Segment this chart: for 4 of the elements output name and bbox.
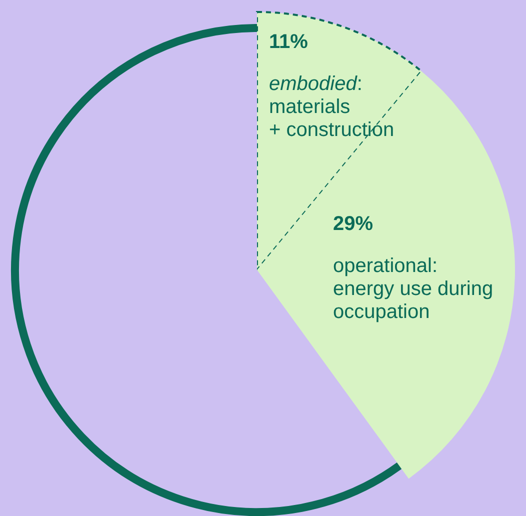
slice-label: operational: energy use during occupation xyxy=(333,255,494,323)
slice-label: embodied: materials + construction xyxy=(269,73,394,141)
data-label: 29% xyxy=(333,213,374,235)
data-label: 11% xyxy=(269,31,308,53)
